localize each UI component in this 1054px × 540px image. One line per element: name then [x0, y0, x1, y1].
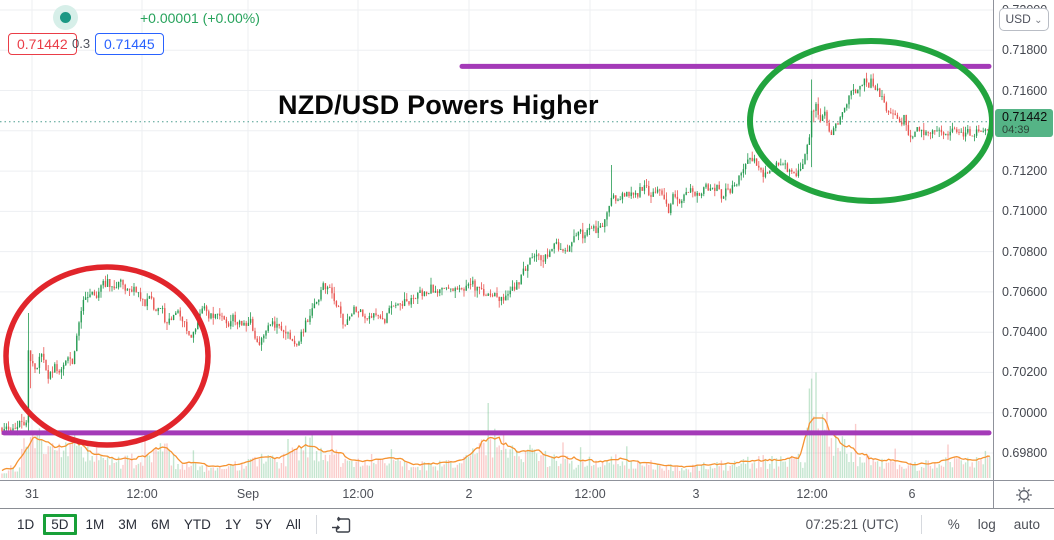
toolbar-divider [315, 515, 317, 534]
range-button-5d[interactable]: 5D [43, 514, 77, 535]
axis-corner [993, 480, 1054, 509]
price-axis-label: 0.71600 [1002, 83, 1048, 98]
percent-scale-button[interactable]: % [947, 517, 960, 532]
last-price-badge: 0.71442 04:39 [995, 109, 1053, 138]
toolbar-divider [920, 515, 922, 534]
range-button-5y[interactable]: 5Y [255, 517, 272, 532]
bid-price-button[interactable]: 0.71442 [8, 33, 77, 55]
price-change-text: +0.00001 (+0.00%) [140, 10, 260, 26]
ask-price-button[interactable]: 0.71445 [95, 33, 164, 55]
range-button-6m[interactable]: 6M [151, 517, 170, 532]
price-axis[interactable]: 0.720000.718000.716000.712000.710000.708… [993, 0, 1054, 480]
price-axis-label: 0.71200 [1002, 164, 1048, 179]
time-axis-label: 31 [25, 487, 39, 501]
price-axis-label: 0.70600 [1002, 284, 1048, 299]
price-axis-label: 0.70400 [1002, 325, 1048, 340]
range-button-1d[interactable]: 1D [17, 517, 35, 532]
price-axis-label: 0.71800 [1002, 43, 1048, 58]
chart-area[interactable]: NZD/USD Powers Higher +0.00001 (+0.00%) … [0, 0, 995, 480]
clock-utc[interactable]: 07:25:21 (UTC) [805, 517, 899, 532]
date-range-switcher: 1D 5D 1M 3M 6M YTD 1Y 5Y All [10, 514, 308, 535]
market-status-dot-icon [60, 12, 71, 23]
range-button-3m[interactable]: 3M [118, 517, 138, 532]
chevron-down-icon: ⌄ [1034, 15, 1043, 26]
bottom-toolbar: 1D 5D 1M 3M 6M YTD 1Y 5Y All 07:25:21 (UTC) % lo… [0, 508, 1054, 540]
range-button-ytd[interactable]: YTD [183, 517, 211, 532]
gear-icon[interactable] [1013, 484, 1035, 506]
time-axis-label: 2 [465, 487, 473, 501]
time-axis-label: 12:00 [574, 487, 606, 501]
auto-scale-button[interactable]: auto [1013, 517, 1040, 532]
range-button-all[interactable]: All [285, 517, 301, 532]
time-axis-label: Sep [236, 487, 260, 501]
range-button-1y[interactable]: 1Y [224, 517, 242, 532]
log-scale-button[interactable]: log [977, 517, 996, 532]
range-button-1m[interactable]: 1M [85, 517, 105, 532]
price-axis-label: 0.71000 [1002, 204, 1048, 219]
currency-dropdown[interactable]: USD ⌄ [999, 8, 1049, 31]
spread-value: 0.3 [72, 36, 91, 51]
chart-canvas[interactable] [0, 0, 995, 479]
time-axis[interactable]: 31 12:00 Sep 12:00 2 12:00 3 12:00 6 [0, 480, 993, 509]
time-axis-label: 12:00 [342, 487, 374, 501]
last-price-value: 0.71442 [1002, 110, 1048, 125]
go-to-date-button[interactable] [329, 513, 353, 537]
go-to-date-icon [331, 516, 351, 533]
time-axis-label: 6 [908, 487, 916, 501]
time-axis-label: 12:00 [796, 487, 828, 501]
candlestick-plot[interactable] [0, 0, 995, 480]
price-axis-label: 0.70800 [1002, 244, 1048, 259]
candle-countdown: 04:39 [1002, 124, 1030, 137]
price-axis-label: 0.69800 [1002, 445, 1048, 460]
time-axis-label: 12:00 [126, 487, 158, 501]
time-axis-label: 3 [692, 487, 700, 501]
price-axis-label: 0.70000 [1002, 405, 1048, 420]
price-axis-label: 0.70200 [1002, 365, 1048, 380]
toolbar-right-group: 07:25:21 (UTC) % log auto [806, 515, 1040, 534]
